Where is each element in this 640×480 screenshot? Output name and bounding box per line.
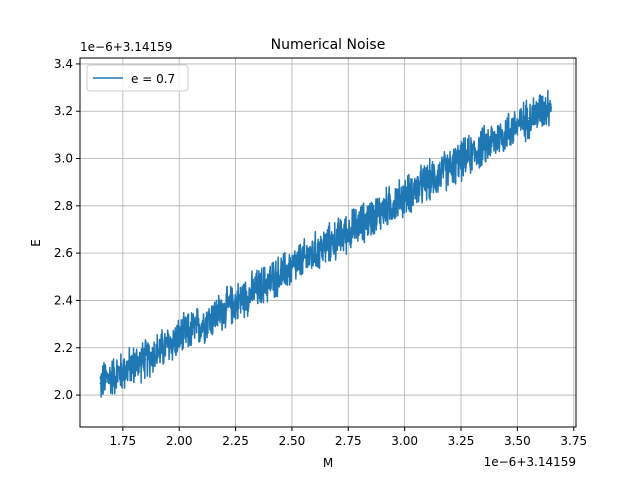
series-point (471, 153, 473, 155)
series-point (223, 309, 225, 311)
series-point (257, 288, 259, 290)
series-point (359, 224, 361, 226)
series-point (505, 132, 507, 134)
series-point (302, 259, 304, 261)
series-point (393, 203, 395, 205)
y-tick-label: 3.2 (54, 104, 73, 118)
x-tick-label: 2.25 (222, 434, 249, 448)
series-point (122, 371, 124, 373)
series-point (99, 382, 101, 384)
series-point (291, 267, 293, 269)
series-point (517, 125, 519, 127)
series-point (426, 181, 428, 183)
legend: e = 0.7 (87, 65, 188, 91)
x-tick-label: 3.25 (448, 434, 475, 448)
x-tick-label: 2.00 (166, 434, 193, 448)
x-tick-label: 2.50 (279, 434, 306, 448)
y-tick-label: 2.0 (54, 388, 73, 402)
x-tick-label: 3.00 (391, 434, 418, 448)
series-point (415, 188, 417, 190)
series-point (449, 167, 451, 169)
series-point (438, 174, 440, 176)
x-tick-label: 3.75 (560, 434, 587, 448)
series-point (190, 330, 192, 332)
series-point (483, 146, 485, 148)
series-point (325, 245, 327, 247)
x-tick-label: 2.75 (335, 434, 362, 448)
series-point (269, 281, 271, 283)
x-tick-label: 3.50 (504, 434, 531, 448)
chart-title: Numerical Noise (271, 37, 386, 53)
y-tick-label: 2.6 (54, 246, 73, 260)
y-tick-label: 2.8 (54, 199, 73, 213)
series-point (133, 364, 135, 366)
y-tick-label: 3.4 (54, 57, 73, 71)
series-point (347, 231, 349, 233)
series-point (212, 316, 214, 318)
y-tick-label: 2.2 (54, 341, 73, 355)
y-tick-label: 3.0 (54, 152, 73, 166)
series-point (336, 238, 338, 240)
series-point (280, 274, 282, 276)
series-point (145, 359, 147, 361)
series-point (178, 338, 180, 340)
series-point (156, 352, 158, 354)
y-tick-label: 2.4 (54, 293, 73, 307)
series-point (404, 196, 406, 198)
x-tick-label: 1.75 (109, 434, 136, 448)
series-point (235, 302, 237, 304)
series-point (167, 345, 169, 347)
series-point (111, 375, 113, 377)
x-axis-offset-text: 1e−6+3.14159 (484, 455, 576, 469)
series-point (539, 110, 541, 112)
series-point (550, 103, 552, 105)
y-axis-label: E (29, 239, 43, 247)
series-point (370, 217, 372, 219)
y-axis-offset-text: 1e−6+3.14159 (80, 40, 172, 54)
series-point (381, 210, 383, 212)
x-axis-label: M (323, 456, 333, 470)
series-point (314, 252, 316, 254)
legend-label: e = 0.7 (131, 72, 175, 86)
series-point (494, 139, 496, 141)
series-point (201, 323, 203, 325)
series-point (460, 160, 462, 162)
series-point (528, 118, 530, 120)
series-point (246, 295, 248, 297)
